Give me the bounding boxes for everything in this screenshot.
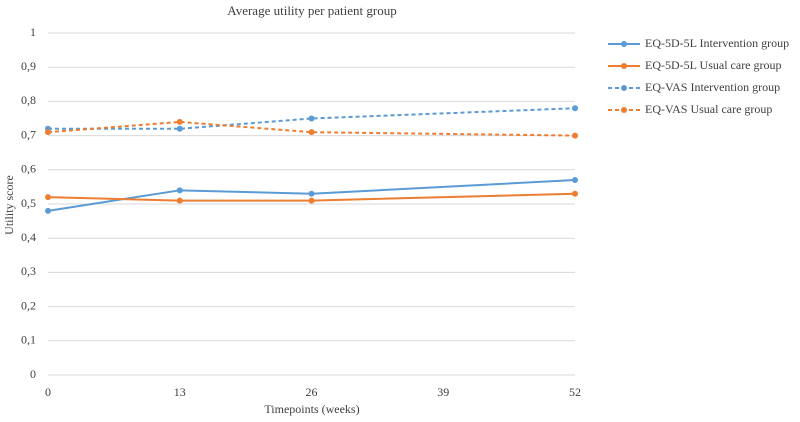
data-point [572,177,578,184]
y-axis-label: Utility score [2,175,16,235]
data-point [176,125,183,132]
legend-marker [621,63,627,69]
x-tick-label: 39 [437,385,449,399]
data-point [572,132,578,139]
series-line [48,107,576,130]
series-line [47,120,576,137]
x-tick-label: 52 [569,385,581,399]
y-tick-label: 0,3 [21,264,36,278]
y-tick-label: 0,6 [21,162,36,176]
series-line [47,192,576,202]
x-tick-label: 13 [174,385,186,399]
x-tick-label: 26 [306,385,318,399]
x-axis-label: Timepoints (weeks) [264,402,359,416]
y-tick-label: 0,4 [21,230,36,244]
y-tick-label: 0 [30,367,36,381]
legend-marker [621,107,627,113]
legend-label: EQ-VAS Usual care group [645,102,772,116]
data-point [176,187,183,194]
legend-marker [621,41,627,47]
data-point [308,115,315,122]
data-point [308,129,315,136]
data-point [176,197,183,204]
legend-label: EQ-5D-5L Usual care group [645,58,782,72]
legend-label: EQ-VAS Intervention group [645,80,780,94]
y-tick-label: 0,5 [21,196,36,210]
data-point [45,207,51,214]
data-point [176,118,183,125]
legend-label: EQ-5D-5L Intervention group [645,36,789,50]
data-point [45,194,51,201]
y-tick-label: 1 [30,25,36,39]
data-point [45,129,51,136]
data-point [572,105,578,112]
x-tick-label: 0 [45,385,51,399]
y-tick-label: 0,7 [21,127,36,141]
chart-title: Average utility per patient group [227,3,396,18]
series-line [47,179,576,212]
data-point [308,190,315,197]
y-tick-label: 0,1 [21,333,36,347]
y-tick-label: 0,2 [21,298,36,312]
y-tick-label: 0,8 [21,93,36,107]
data-point [308,197,315,204]
data-point [572,190,578,197]
y-tick-label: 0,9 [21,59,36,73]
legend-marker [621,85,627,91]
